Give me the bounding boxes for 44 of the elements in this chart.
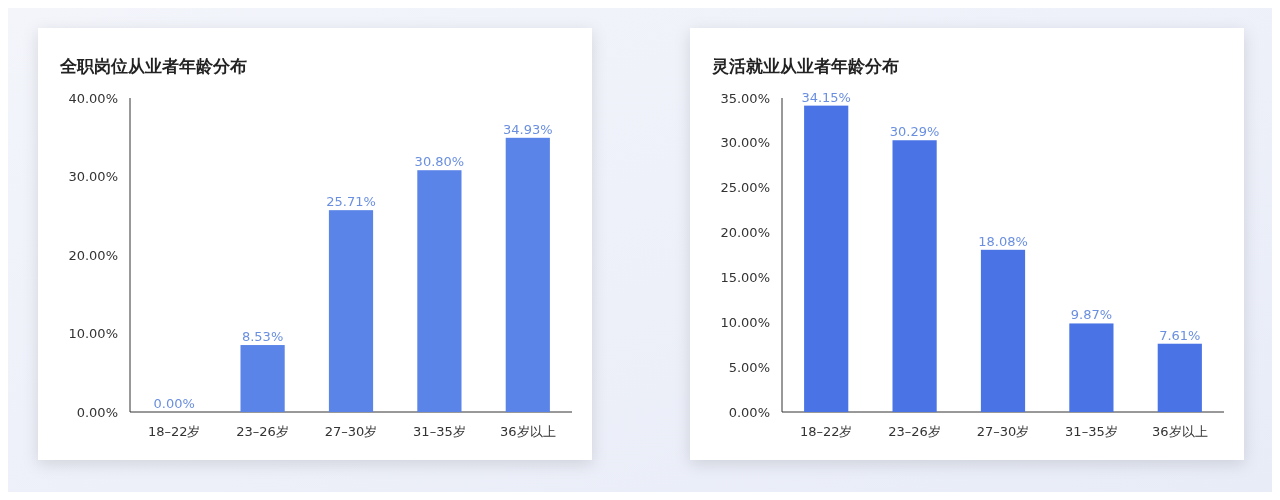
data-label: 18.08% (978, 233, 1028, 249)
x-tick-label: 23–26岁 (888, 424, 941, 439)
chart-title: 全职岗位从业者年龄分布 (59, 56, 247, 76)
data-label: 30.80% (414, 154, 465, 170)
data-label: 34.15% (801, 89, 851, 105)
x-tick-label: 18–22岁 (799, 424, 853, 439)
data-label: 8.53% (241, 329, 284, 345)
y-tick-label: 10.00% (720, 314, 770, 330)
bar (328, 210, 374, 412)
y-tick-label: 40.00% (68, 90, 118, 106)
y-tick-label: 10.00% (68, 326, 118, 342)
bar (1157, 343, 1202, 412)
y-tick-label: 0.00% (76, 404, 118, 420)
bar (417, 170, 462, 412)
y-tick-label: 30.00% (720, 135, 770, 151)
bar (1069, 323, 1114, 412)
bar (505, 137, 550, 412)
y-tick-label: 25.00% (720, 180, 770, 196)
data-label: 9.87% (1070, 307, 1113, 323)
x-tick-label: 36岁以上 (1152, 424, 1208, 439)
x-tick-label: 31–35岁 (1065, 424, 1118, 439)
x-tick-label: 31–35岁 (413, 424, 466, 439)
y-tick-label: 30.00% (68, 169, 118, 185)
chart-title: 灵活就业从业者年龄分布 (712, 56, 899, 76)
y-tick-label: 35.00% (720, 90, 770, 106)
data-label: 0.00% (153, 396, 195, 411)
bar (980, 249, 1026, 412)
x-tick-label: 23–26岁 (236, 424, 289, 439)
x-tick-label: 18–22岁 (147, 424, 201, 439)
y-tick-label: 5.00% (728, 359, 770, 375)
data-label: 30.29% (889, 124, 940, 140)
bar (804, 105, 849, 412)
y-tick-label: 20.00% (68, 247, 118, 263)
bar (892, 140, 937, 412)
y-tick-label: 20.00% (720, 225, 770, 241)
data-label: 34.93% (503, 121, 553, 137)
bar (240, 345, 285, 412)
y-tick-label: 15.00% (720, 269, 770, 285)
x-tick-label: 27–30岁 (976, 424, 1030, 439)
x-tick-label: 27–30岁 (324, 424, 378, 439)
y-tick-label: 0.00% (728, 404, 770, 420)
data-label: 7.61% (1159, 327, 1201, 343)
data-label: 25.71% (326, 194, 376, 210)
x-tick-label: 36岁以上 (500, 424, 556, 439)
